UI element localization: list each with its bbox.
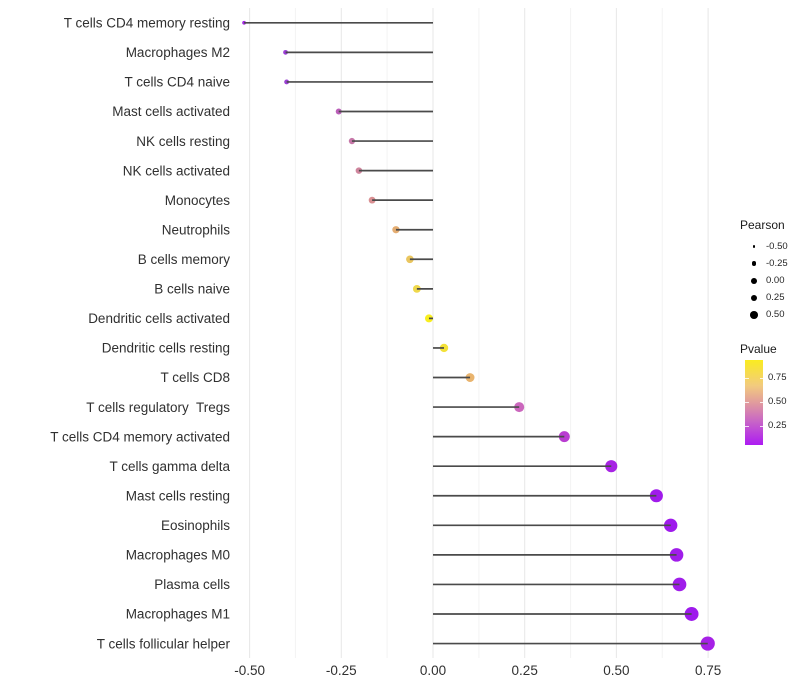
x-axis-tick-label: 0.25 [512,663,538,678]
pearson-legend-dot [751,277,757,284]
y-axis-label: Eosinophils [161,518,230,533]
y-axis-label: B cells naive [154,282,230,297]
y-axis-label: Plasma cells [154,577,230,592]
x-axis-tick-label: -0.50 [234,663,265,678]
y-axis-label: NK cells resting [136,134,230,149]
pvalue-legend-label: 0.25 [768,419,787,431]
pearson-legend-dot [751,261,757,266]
y-axis-label: Dendritic cells activated [88,311,230,326]
colorbar-tick [759,425,763,427]
pearson-legend-label: 0.25 [766,292,785,304]
pvalue-legend-label: 0.50 [768,396,787,408]
pearson-legend-label: 0.00 [766,274,785,286]
y-axis-label: Macrophages M2 [126,45,230,60]
colorbar-tick [745,378,749,380]
y-axis-label: Monocytes [165,193,231,208]
pearson-legend-label: -0.25 [766,257,788,269]
colorbar-tick [759,402,763,404]
pearson-legend-label: 0.50 [766,309,785,321]
x-axis-tick-label: 0.50 [603,663,629,678]
pearson-legend-dot [752,245,756,248]
pvalue-legend-title: Pvalue [740,342,777,356]
lollipop-dot [700,636,715,651]
colorbar-tick [745,425,749,427]
pearson-legend-title: Pearson [740,218,785,232]
y-axis-label: Neutrophils [162,222,231,237]
x-axis-tick-label: -0.25 [326,663,357,678]
pvalue-colorbar [745,360,763,445]
pearson-legend-label: -0.50 [766,240,788,252]
y-axis-label: T cells CD4 naive [124,75,230,90]
x-axis-tick-label: 0.75 [695,663,721,678]
y-axis-label: T cells gamma delta [109,459,230,474]
y-axis-label: B cells memory [138,252,231,267]
y-axis-label: Dendritic cells resting [102,341,230,356]
y-axis-label: T cells CD4 memory activated [50,429,230,444]
y-axis-label: Mast cells resting [126,488,230,503]
y-axis-label: Mast cells activated [112,104,230,119]
pvalue-legend-label: 0.75 [768,372,787,384]
colorbar-tick [745,402,749,404]
y-axis-label: T cells CD4 memory resting [64,16,230,31]
y-axis-label: T cells CD8 [160,370,230,385]
y-axis-label: T cells regulatory Tregs [86,400,230,415]
pearson-legend-dot [750,311,758,320]
pearson-legend-dot [750,294,758,302]
y-axis-label: Macrophages M0 [126,548,230,563]
colorbar-tick [759,378,763,380]
y-axis-label: Macrophages M1 [126,607,230,622]
x-axis-tick-label: 0.00 [420,663,446,678]
y-axis-label: T cells follicular helper [97,636,231,651]
y-axis-label: NK cells activated [123,163,230,178]
